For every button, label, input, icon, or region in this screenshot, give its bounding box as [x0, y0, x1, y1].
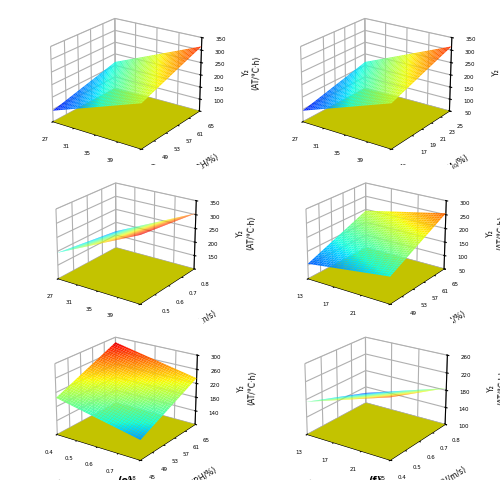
Text: (e): (e): [117, 475, 133, 480]
X-axis label: X₁(T/°C): X₁(T/°C): [58, 324, 90, 341]
Text: (c): (c): [118, 319, 132, 329]
Text: (f): (f): [368, 475, 382, 480]
Y-axis label: X₂(RH/%): X₂(RH/%): [186, 152, 221, 179]
X-axis label: X₂(M₀/%): X₂(M₀/%): [306, 479, 342, 480]
Text: (a): (a): [117, 166, 133, 176]
Y-axis label: X₃(RH/%): X₃(RH/%): [184, 464, 218, 480]
Text: (d): (d): [367, 319, 383, 329]
Y-axis label: X₃(RH/%): X₃(RH/%): [434, 308, 468, 335]
X-axis label: X₄(V/m/s): X₄(V/m/s): [56, 478, 92, 480]
Y-axis label: X₄(V/m/s): X₄(V/m/s): [183, 308, 218, 336]
Y-axis label: X₃(M₀/%): X₃(M₀/%): [437, 153, 470, 179]
X-axis label: X₁(T/°C): X₁(T/°C): [306, 168, 338, 185]
Y-axis label: X₄(V/m/s): X₄(V/m/s): [434, 464, 469, 480]
X-axis label: X₁(T/°C): X₁(T/°C): [56, 168, 88, 185]
X-axis label: X₂(M₀/%): X₂(M₀/%): [307, 323, 342, 341]
Text: (b): (b): [367, 166, 383, 176]
